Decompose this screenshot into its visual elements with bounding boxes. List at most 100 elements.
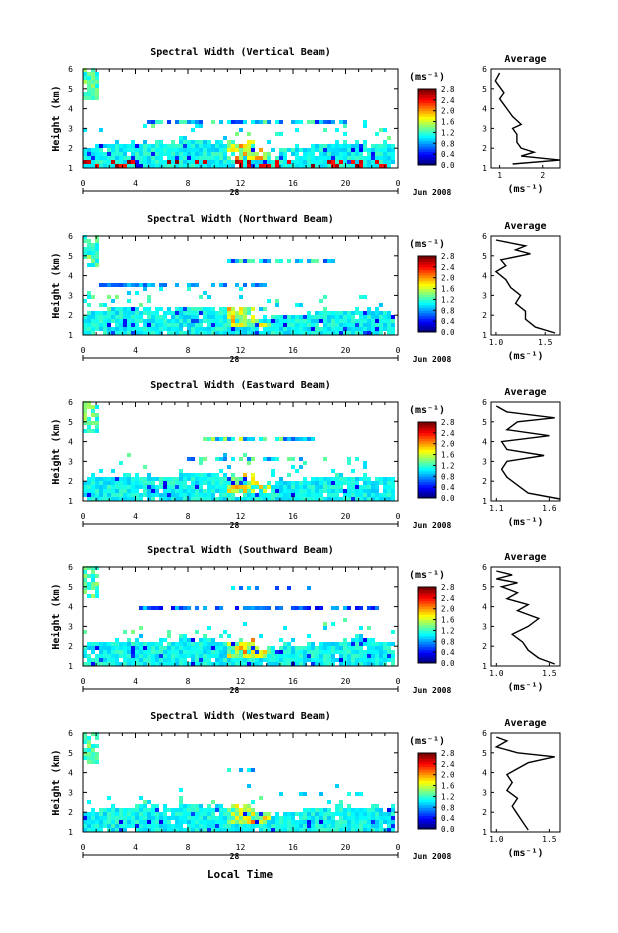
panel-1: Spectral Width (Vertical Beam)123456Heig… <box>50 46 561 197</box>
x-tick-label: 16 <box>288 512 298 521</box>
date-label: 28 <box>230 355 240 364</box>
x-tick-label: 12 <box>236 677 246 686</box>
average-y-tick-label: 4 <box>482 438 487 447</box>
month-label: Jun 2008 <box>413 686 452 695</box>
average-y-tick-label: 2 <box>482 808 487 817</box>
panel-5: Spectral Width (Westward Beam) 1 2 3 4 5 6 Heig… <box>50 710 561 861</box>
colorbar-tick-label: 0.8 <box>441 803 455 812</box>
panel-title: Spectral Width (Eastward Beam) <box>150 379 331 391</box>
x-tick-label: 4 <box>133 843 138 852</box>
x-tick-label: 8 <box>186 346 191 355</box>
average-profile-line <box>496 570 555 665</box>
x-tick-label: 4 <box>133 346 138 355</box>
colorbar-tick-label: 1.2 <box>441 626 455 635</box>
x-tick-label: 0 <box>81 677 86 686</box>
date-label: 28 <box>230 188 240 197</box>
y-tick-label: 1 <box>68 828 73 837</box>
average-x-label: (ms⁻¹) <box>507 517 543 528</box>
panel-title: Spectral Width (Westward Beam) <box>150 710 331 722</box>
average-frame <box>490 401 561 502</box>
y-tick-label: 5 <box>68 418 73 427</box>
average-title: Average <box>504 552 546 563</box>
month-label: Jun 2008 <box>413 355 452 364</box>
panel-2: Spectral Width (Northward Beam)123456Hei… <box>50 213 561 364</box>
average-y-tick-label: 3 <box>482 457 487 466</box>
heatmap-field <box>83 401 395 501</box>
colorbar-tick-label: 2.4 <box>441 96 455 105</box>
average-title: Average <box>504 387 546 398</box>
y-tick-label: 4 <box>68 272 73 281</box>
average-y-tick-label: 5 <box>482 85 487 94</box>
panel-3: Spectral Width (Eastward Beam)123456Heig… <box>50 379 561 530</box>
average-y-tick-label: 5 <box>482 749 487 758</box>
colorbar-label: (ms⁻¹) <box>409 72 445 83</box>
x-tick-label: 4 <box>133 677 138 686</box>
y-tick-label: 3 <box>68 291 73 300</box>
average-x-label: (ms⁻¹) <box>507 682 543 693</box>
average-frame <box>490 235 561 336</box>
colorbar-tick-label: 2.0 <box>441 771 455 780</box>
average-x-tick-label: 1.1 <box>489 504 504 513</box>
y-tick-label: 2 <box>68 311 73 320</box>
average-profile-line <box>495 405 561 500</box>
x-tick-label: 8 <box>186 677 191 686</box>
y-tick-label: 3 <box>68 124 73 133</box>
colorbar-tick-label: 1.6 <box>441 285 455 294</box>
x-tick-label: 16 <box>288 843 298 852</box>
y-tick-label: 2 <box>68 808 73 817</box>
y-axis-label: Height (km) <box>50 749 62 815</box>
x-tick-label: 12 <box>236 179 246 188</box>
colorbar-tick-label: 1.6 <box>441 118 455 127</box>
x-tick-label: 8 <box>186 179 191 188</box>
panel-title: Spectral Width (Vertical Beam) <box>150 46 331 58</box>
average-y-tick-label: 1 <box>482 828 487 837</box>
heatmap-field <box>83 732 395 832</box>
month-label: Jun 2008 <box>413 852 452 861</box>
date-label: 28 <box>230 521 240 530</box>
y-tick-label: 2 <box>68 477 73 486</box>
average-y-tick-label: 3 <box>482 788 487 797</box>
y-tick-label: 4 <box>68 603 73 612</box>
average-frame <box>490 732 561 833</box>
colorbar-tick-label: 2.8 <box>441 583 455 592</box>
colorbar-tick-label: 2.8 <box>441 749 455 758</box>
colorbar-tick-label: 1.6 <box>441 782 455 791</box>
average-y-tick-label: 5 <box>482 252 487 261</box>
x-tick-label: 0 <box>396 677 401 686</box>
x-tick-label: 12 <box>236 346 246 355</box>
average-y-tick-label: 6 <box>482 729 487 738</box>
colorbar-label: (ms⁻¹) <box>409 570 445 581</box>
y-tick-label: 5 <box>68 749 73 758</box>
colorbar-tick-label: 0.4 <box>441 483 455 492</box>
average-profile-line <box>494 736 555 831</box>
colorbar-tick-label: 1.2 <box>441 792 455 801</box>
average-y-tick-label: 3 <box>482 622 487 631</box>
average-x-tick-label: 1.0 <box>489 835 504 844</box>
x-tick-label: 20 <box>341 179 351 188</box>
average-y-tick-label: 2 <box>482 477 487 486</box>
x-tick-label: 0 <box>396 843 401 852</box>
colorbar-tick-label: 2.8 <box>441 252 455 261</box>
colorbar-tick-label: 0.8 <box>441 139 455 148</box>
average-y-tick-label: 2 <box>482 642 487 651</box>
average-x-tick-label: 1.6 <box>542 504 557 513</box>
x-tick-label: 0 <box>81 346 86 355</box>
average-y-tick-label: 6 <box>482 65 487 74</box>
y-axis-label: Height (km) <box>50 85 62 151</box>
x-tick-label: 16 <box>288 346 298 355</box>
colorbar-label: (ms⁻¹) <box>409 736 445 747</box>
colorbar-label: (ms⁻¹) <box>409 405 445 416</box>
average-y-tick-label: 4 <box>482 272 487 281</box>
colorbar-tick-label: 0.4 <box>441 150 455 159</box>
average-x-tick-label: 1.5 <box>538 338 553 347</box>
colorbar-tick-label: 0.0 <box>441 161 455 170</box>
colorbar-tick-label: 2.0 <box>441 605 455 614</box>
colorbar <box>417 255 437 333</box>
colorbar-tick-label: 2.0 <box>441 107 455 116</box>
average-y-tick-label: 4 <box>482 769 487 778</box>
y-tick-label: 1 <box>68 497 73 506</box>
average-y-tick-label: 2 <box>482 144 487 153</box>
colorbar-label: (ms⁻¹) <box>409 239 445 250</box>
y-tick-label: 6 <box>68 729 73 738</box>
colorbar-tick-label: 1.2 <box>441 128 455 137</box>
